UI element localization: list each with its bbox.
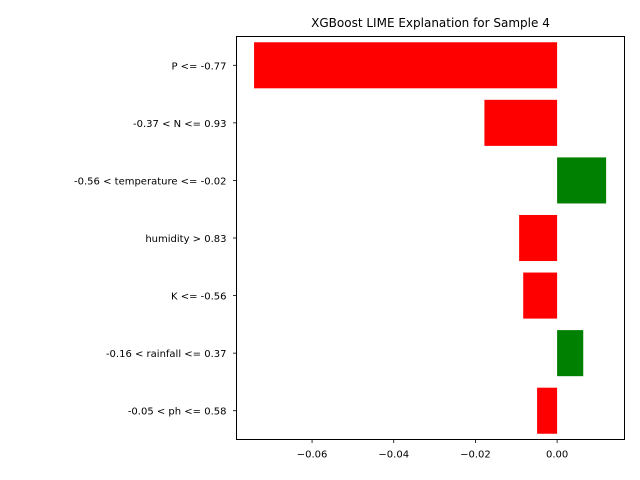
bar-5 xyxy=(557,330,584,377)
chart-title: XGBoost LIME Explanation for Sample 4 xyxy=(311,16,550,30)
x-tick-label: 0.00 xyxy=(546,450,568,461)
x-tick-label: −0.04 xyxy=(378,450,409,461)
bar-4 xyxy=(523,272,558,319)
bars-group xyxy=(254,42,607,434)
y-tick-label: humidity > 0.83 xyxy=(145,234,226,245)
x-axis-ticks: −0.06 −0.04 −0.02 0.00 xyxy=(297,439,568,461)
x-tick-label: −0.02 xyxy=(460,450,491,461)
bar-1 xyxy=(484,99,558,146)
bar-6 xyxy=(537,387,558,434)
bar-2 xyxy=(557,157,607,204)
bar-3 xyxy=(519,214,558,262)
y-tick-label: P <= -0.77 xyxy=(171,61,226,72)
plot-frame xyxy=(236,36,625,440)
y-tick-label: -0.05 < ph <= 0.58 xyxy=(128,407,227,418)
y-tick-label: -0.56 < temperature <= -0.02 xyxy=(74,176,226,187)
y-tick-label: -0.37 < N <= 0.93 xyxy=(133,119,226,130)
bar-0 xyxy=(254,42,558,89)
y-tick-label: -0.16 < rainfall <= 0.37 xyxy=(106,349,227,360)
y-axis-ticks: P <= -0.77 -0.37 < N <= 0.93 -0.56 < tempe… xyxy=(74,61,237,418)
x-tick-label: −0.06 xyxy=(297,450,328,461)
y-tick-label: K <= -0.56 xyxy=(171,292,227,303)
